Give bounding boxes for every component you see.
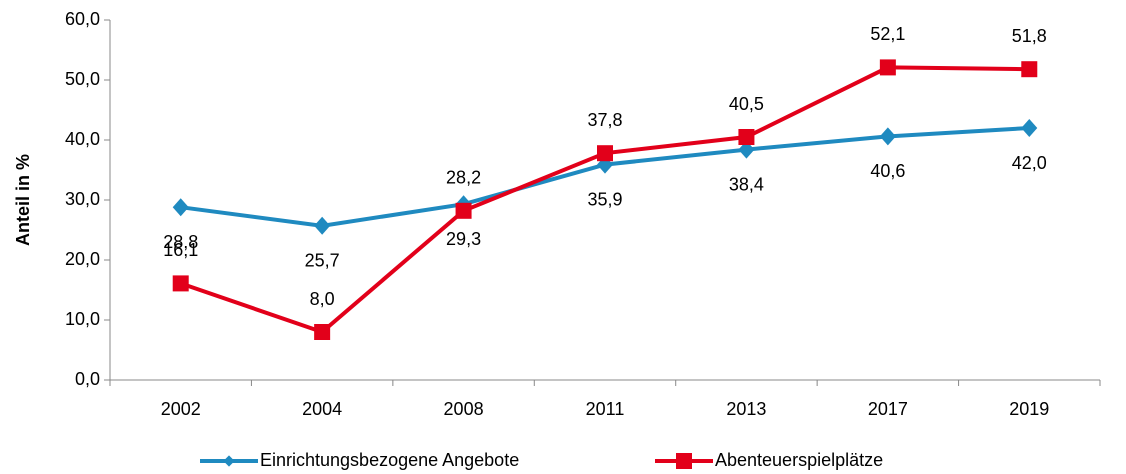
data-point [879,127,896,146]
x-tick-label: 2004 [302,399,342,419]
data-label: 8,0 [310,289,335,309]
y-tick-label: 50,0 [65,69,100,89]
data-point [172,275,189,292]
data-label: 16,1 [163,240,198,260]
data-label: 42,0 [1012,153,1047,173]
data-point [738,129,755,145]
y-tick-label: 60,0 [65,9,100,29]
data-point [314,324,331,340]
data-point [455,202,472,219]
data-label: 37,8 [587,110,622,130]
data-label: 38,4 [729,174,764,194]
y-tick-label: 10,0 [65,309,100,329]
data-label: 28,8 [163,232,198,252]
x-tick-label: 2008 [444,399,484,419]
data-label: 40,6 [870,161,905,181]
x-tick-label: 2011 [586,399,625,419]
legend-label: Abenteuerspielplätze [715,450,883,470]
x-tick-label: 2013 [726,399,766,419]
data-label: 29,3 [446,229,481,249]
data-label: 52,1 [870,24,905,44]
legend-marker [223,455,235,467]
data-point [738,140,755,159]
data-label: 40,5 [729,94,764,114]
data-label: 28,2 [446,168,481,188]
legend-marker [676,453,692,469]
data-point [172,198,189,217]
y-tick-label: 0,0 [75,369,100,389]
y-tick-label: 30,0 [65,189,100,209]
data-point [597,145,613,162]
data-point [879,59,896,76]
data-point [1021,61,1038,78]
legend-label: Einrichtungsbezogene Angebote [260,450,519,470]
y-tick-label: 20,0 [65,249,100,269]
y-axis-label: Anteil in % [13,154,33,246]
data-label: 35,9 [587,189,622,209]
data-point [1021,119,1038,137]
x-tick-label: 2019 [1009,399,1049,419]
data-point [314,216,331,235]
y-tick-label: 40,0 [65,129,100,149]
x-tick-label: 2017 [868,399,908,419]
data-label: 51,8 [1012,26,1047,46]
data-label: 25,7 [305,251,340,271]
x-tick-label: 2002 [161,399,201,419]
